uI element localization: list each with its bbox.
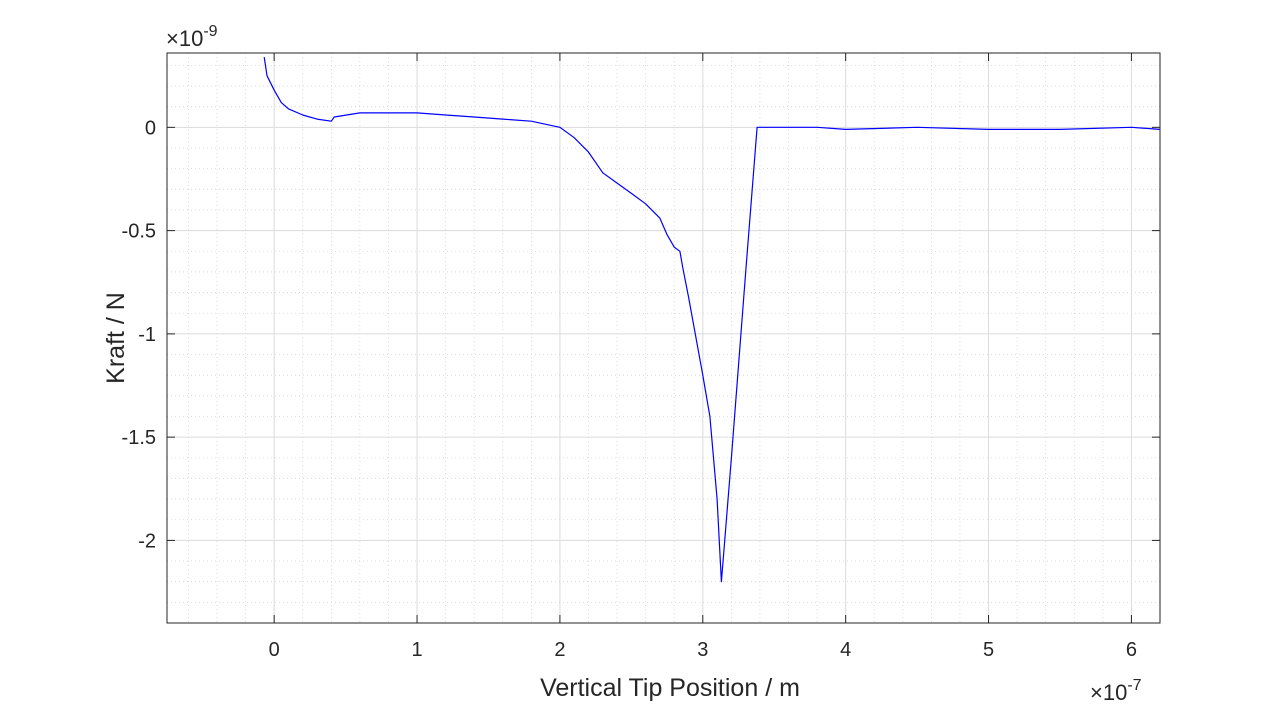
x-axis-title: Vertical Tip Position / m: [540, 674, 800, 702]
x-tick-label: 1: [411, 639, 422, 661]
y-tick-label: -1.5: [122, 427, 156, 449]
series-group: [263, 57, 1161, 583]
series-line-0: [263, 57, 1161, 583]
x-exponent: ×10-7: [1090, 677, 1142, 705]
x-tick-label: 5: [983, 639, 994, 661]
y-tick-label: -2: [138, 530, 156, 552]
y-exponent: ×10-9: [166, 23, 218, 51]
x-tick-label: 0: [269, 639, 280, 661]
y-exponent-base: ×10-9: [166, 23, 218, 51]
major-grid: [167, 53, 1160, 623]
y-tick-label: 0: [145, 117, 156, 139]
y-tick-label: -0.5: [122, 221, 156, 243]
x-exponent-base: ×10-7: [1090, 677, 1142, 705]
x-exponent-power: -7: [1127, 677, 1141, 694]
x-tick-label: 2: [554, 639, 565, 661]
y-exponent-power: -9: [203, 23, 217, 40]
plot-background: [167, 53, 1160, 623]
x-axis-ticks: 0 1 2 3 4 5 6: [269, 53, 1137, 661]
plot-frame: [166, 52, 1161, 624]
x-tick-label: 4: [840, 639, 851, 661]
x-tick-label: 6: [1126, 639, 1137, 661]
y-axis-ticks: 0 -0.5 -1 -1.5 -2: [122, 117, 1160, 552]
y-tick-label: -1: [138, 324, 156, 346]
y-axis-title: Kraft / N: [102, 292, 130, 384]
x-tick-label: 3: [697, 639, 708, 661]
